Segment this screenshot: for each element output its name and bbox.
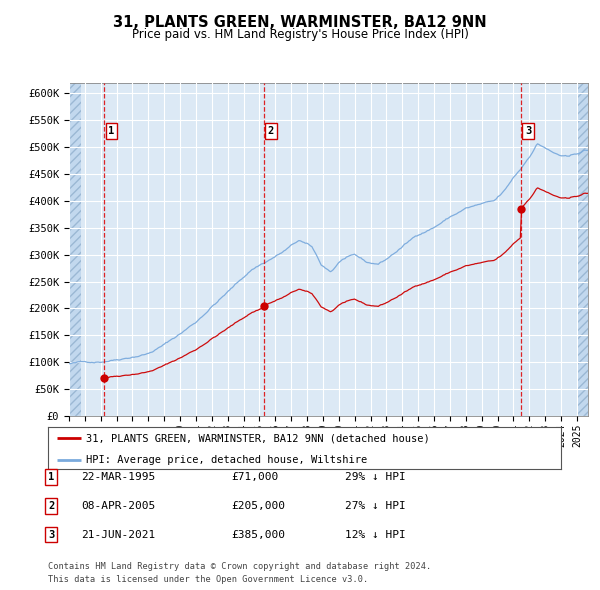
Text: 3: 3 — [48, 530, 54, 539]
Text: 08-APR-2005: 08-APR-2005 — [81, 501, 155, 510]
Text: 22-MAR-1995: 22-MAR-1995 — [81, 472, 155, 481]
Text: £385,000: £385,000 — [231, 530, 285, 539]
Text: £71,000: £71,000 — [231, 472, 278, 481]
Text: 29% ↓ HPI: 29% ↓ HPI — [345, 472, 406, 481]
Text: Contains HM Land Registry data © Crown copyright and database right 2024.: Contains HM Land Registry data © Crown c… — [48, 562, 431, 571]
Text: 27% ↓ HPI: 27% ↓ HPI — [345, 501, 406, 510]
Bar — [69, 83, 81, 416]
Text: £205,000: £205,000 — [231, 501, 285, 510]
Text: 21-JUN-2021: 21-JUN-2021 — [81, 530, 155, 539]
Text: 1: 1 — [108, 126, 115, 136]
Text: 1: 1 — [48, 472, 54, 481]
Text: This data is licensed under the Open Government Licence v3.0.: This data is licensed under the Open Gov… — [48, 575, 368, 584]
Text: 2: 2 — [268, 126, 274, 136]
Text: 31, PLANTS GREEN, WARMINSTER, BA12 9NN: 31, PLANTS GREEN, WARMINSTER, BA12 9NN — [113, 15, 487, 30]
Text: 2: 2 — [48, 501, 54, 510]
Text: 3: 3 — [525, 126, 531, 136]
Text: 31, PLANTS GREEN, WARMINSTER, BA12 9NN (detached house): 31, PLANTS GREEN, WARMINSTER, BA12 9NN (… — [86, 434, 430, 444]
Bar — [578, 83, 588, 416]
Text: 12% ↓ HPI: 12% ↓ HPI — [345, 530, 406, 539]
Text: HPI: Average price, detached house, Wiltshire: HPI: Average price, detached house, Wilt… — [86, 455, 368, 465]
Text: Price paid vs. HM Land Registry's House Price Index (HPI): Price paid vs. HM Land Registry's House … — [131, 28, 469, 41]
